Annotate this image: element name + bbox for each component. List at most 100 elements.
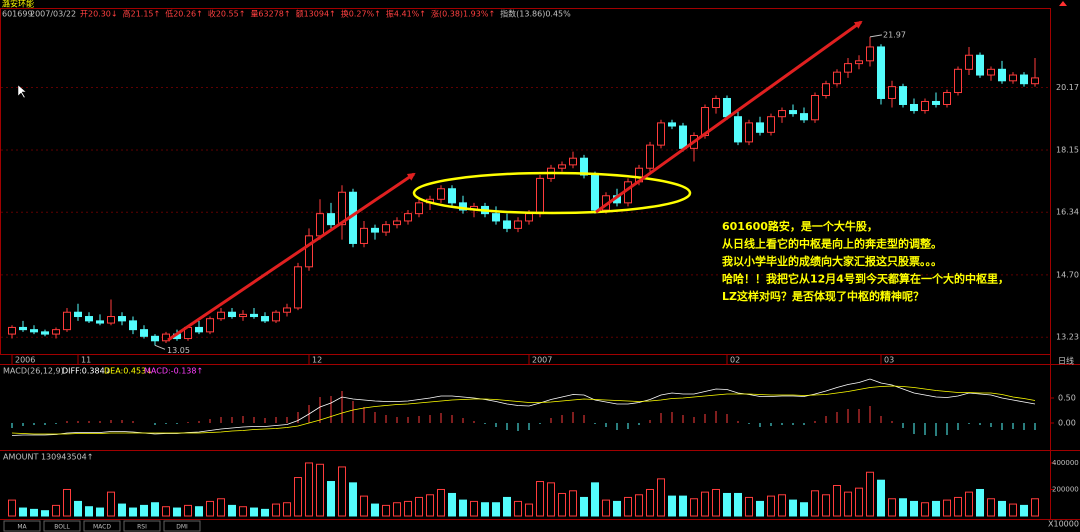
trend-arrow xyxy=(167,172,416,342)
amount-bar xyxy=(360,495,368,517)
amount-bar xyxy=(822,494,830,517)
tab[interactable] xyxy=(123,520,161,532)
tab-label[interactable]: DMI xyxy=(176,524,188,531)
dea-line xyxy=(11,385,1036,435)
amount-bar xyxy=(503,496,511,517)
candle-body xyxy=(239,313,247,318)
candle-body xyxy=(74,311,82,318)
mouse-cursor xyxy=(17,84,27,99)
amount-bar xyxy=(393,502,401,517)
candle-body xyxy=(492,213,500,222)
candle-body xyxy=(41,331,49,335)
amount-bar xyxy=(514,500,522,517)
amount-bar xyxy=(921,502,929,517)
candle-body xyxy=(305,235,313,268)
amount-bar xyxy=(899,498,907,517)
candle-body xyxy=(558,164,566,169)
low-pointer xyxy=(154,344,166,350)
y-tick-label: 16.34 xyxy=(1056,208,1079,217)
tab[interactable] xyxy=(163,520,201,532)
amount-bar xyxy=(8,499,16,517)
tab-label[interactable]: MACD xyxy=(93,524,111,531)
candle-body xyxy=(987,68,995,76)
tab[interactable] xyxy=(3,520,41,532)
candle-body xyxy=(1009,74,1017,82)
amount-bar xyxy=(811,490,819,517)
x-tick-label: 2006 xyxy=(15,356,35,365)
macd-tick-label: 0.00 xyxy=(1058,419,1076,428)
amount-bar xyxy=(789,499,797,517)
amount-bar xyxy=(305,462,313,517)
amount-bar xyxy=(998,500,1006,517)
y-tick-label: 20.17 xyxy=(1056,83,1079,92)
quote-item: 量63278↑ xyxy=(250,10,290,19)
amount-bar xyxy=(1020,504,1028,517)
candle-body xyxy=(316,213,324,237)
amount-bar xyxy=(129,507,137,517)
candle-body xyxy=(679,125,687,149)
x-tick-label: 03 xyxy=(884,356,894,365)
amount-bar xyxy=(217,498,225,517)
candle-body xyxy=(591,174,599,211)
candle-body xyxy=(745,122,753,143)
amount-bar xyxy=(943,499,951,517)
amount-bar xyxy=(536,481,544,517)
candle-body xyxy=(96,320,104,324)
amount-bar xyxy=(481,502,489,517)
amount-bar xyxy=(228,504,236,517)
amount-bar xyxy=(756,500,764,517)
amount-bar xyxy=(800,502,808,517)
amount-bar xyxy=(96,507,104,517)
amount-bar xyxy=(404,500,412,517)
amount-bar xyxy=(723,492,731,517)
amount-bar xyxy=(701,491,709,517)
amount-bar xyxy=(437,488,445,517)
candle-body xyxy=(756,122,764,133)
candle-body xyxy=(767,116,775,133)
x-tick-label: 02 xyxy=(730,356,740,365)
x-tick-label: 2007 xyxy=(532,356,552,365)
quote-item: 额13094↑ xyxy=(296,9,336,19)
candle-body xyxy=(294,266,302,309)
amount-bar xyxy=(525,503,533,517)
amount-bar xyxy=(74,500,82,517)
amount-bar xyxy=(426,494,434,517)
amount-bar xyxy=(679,495,687,517)
amount-bar xyxy=(965,491,973,517)
candle-body xyxy=(1031,77,1039,85)
amount-bar xyxy=(1009,503,1017,517)
candle-body xyxy=(437,188,445,200)
quote-item: 高21.15↑ xyxy=(123,9,161,19)
tab-label[interactable]: MA xyxy=(17,524,27,531)
candle-body xyxy=(228,311,236,318)
candle-body xyxy=(8,326,16,335)
amount-bar xyxy=(668,495,676,517)
amount-bar xyxy=(52,504,60,517)
tab[interactable] xyxy=(83,520,121,532)
tab-label[interactable]: BOLL xyxy=(54,524,70,531)
macd-label: MACD(26,12,9) xyxy=(3,367,64,376)
candle-body xyxy=(910,103,918,112)
quote-item: 低20.26↑ xyxy=(165,9,203,19)
amount-bar xyxy=(349,482,357,517)
candle-body xyxy=(668,122,676,127)
amount-bar xyxy=(184,504,192,517)
x-tick-label: 12 xyxy=(312,356,322,365)
amount-bar xyxy=(41,510,49,517)
candle-body xyxy=(19,326,27,331)
amount-bar xyxy=(63,488,71,517)
tab[interactable] xyxy=(43,520,81,532)
macd-tick-label: 0.50 xyxy=(1058,394,1076,403)
candle-body xyxy=(855,60,863,65)
candle-body xyxy=(866,46,874,62)
tab-label[interactable]: RSI xyxy=(137,524,147,531)
amount-bar xyxy=(778,494,786,517)
high-label: 21.97 xyxy=(883,30,906,39)
amount-bar xyxy=(85,506,93,517)
candle-body xyxy=(261,316,269,322)
candle-body xyxy=(360,227,368,244)
amount-bar xyxy=(173,507,181,517)
up-icon xyxy=(1059,1,1067,6)
amount-bar xyxy=(591,482,599,517)
candle-body xyxy=(877,46,885,99)
